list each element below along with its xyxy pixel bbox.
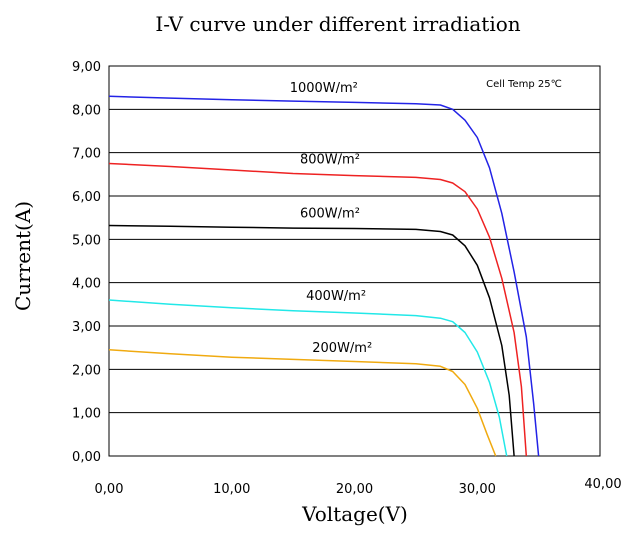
- x-tick-label: 0,00: [95, 482, 124, 497]
- y-tick-label: 5,00: [72, 233, 101, 248]
- plot-frame: [108, 65, 601, 457]
- series-label: 400W/m²: [306, 289, 366, 304]
- y-tick-label: 0,00: [72, 450, 101, 465]
- y-tick-label: 6,00: [72, 190, 101, 205]
- series-line-0: [108, 95, 540, 457]
- series-label: 1000W/m²: [290, 81, 358, 96]
- series-labels: 1000W/m² 800W/m² 600W/m² 400W/m² 200W/m²: [290, 81, 372, 356]
- chart-title: I-V curve under different irradiation: [155, 12, 520, 36]
- y-tick-label: 4,00: [72, 277, 101, 292]
- y-tick-label: 8,00: [72, 103, 101, 118]
- y-tick-label: 9,00: [72, 60, 101, 75]
- y-tick-label: 3,00: [72, 320, 101, 335]
- y-tick-labels: 0,00 1,00 2,00 3,00 4,00 5,00 6,00 7,00 8,00 9,00: [72, 60, 101, 465]
- y-tick-label: 7,00: [72, 147, 101, 162]
- cell-temp-annotation: Cell Temp 25℃: [486, 79, 562, 90]
- series-line-2: [108, 224, 515, 457]
- series-line-1: [108, 162, 528, 457]
- series-line-4: [108, 349, 497, 457]
- x-tick-label: 40,00: [584, 477, 621, 492]
- x-tick-labels: 0,00 10,00 20,00 30,00 40,00: [95, 477, 622, 497]
- x-tick-label: 20,00: [336, 482, 373, 497]
- y-axis-label: Current(A): [11, 201, 35, 311]
- x-tick-label: 10,00: [213, 482, 250, 497]
- x-axis-label: Voltage(V): [301, 502, 408, 526]
- grid-lines: [109, 65, 600, 457]
- series-label: 800W/m²: [300, 153, 360, 168]
- series-label: 200W/m²: [312, 341, 372, 356]
- x-tick-label: 30,00: [459, 482, 496, 497]
- y-tick-label: 2,00: [72, 363, 101, 378]
- series-lines: [108, 95, 540, 457]
- series-label: 600W/m²: [300, 207, 360, 222]
- series-line-3: [108, 299, 508, 457]
- y-tick-label: 1,00: [72, 407, 101, 422]
